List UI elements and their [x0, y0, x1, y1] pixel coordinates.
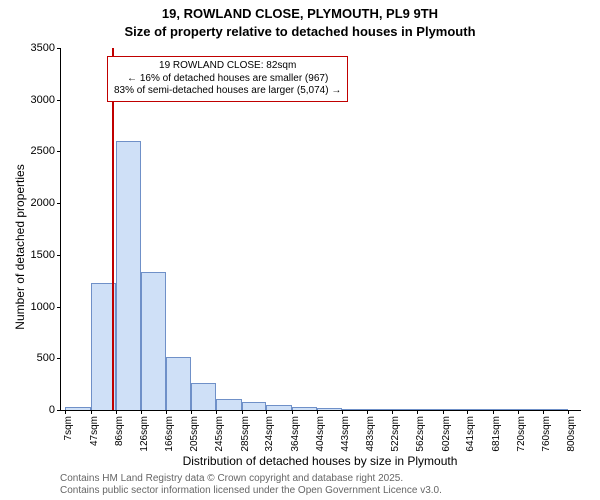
histogram-bar: [543, 409, 568, 410]
y-tick-mark: [57, 48, 61, 49]
x-tick-label: 443sqm: [340, 416, 351, 452]
y-tick-label: 1000: [15, 301, 55, 313]
y-axis-label: Number of detached properties: [13, 67, 27, 427]
x-tick-mark: [367, 410, 368, 414]
histogram-bar: [317, 408, 342, 410]
callout-line2: ← 16% of detached houses are smaller (96…: [114, 73, 341, 86]
property-callout: 19 ROWLAND CLOSE: 82sqm← 16% of detached…: [107, 56, 348, 102]
histogram-bar: [116, 141, 141, 410]
histogram-bar: [367, 409, 392, 410]
x-tick-label: 522sqm: [390, 416, 401, 452]
y-tick-mark: [57, 203, 61, 204]
x-tick-label: 166sqm: [164, 416, 175, 452]
x-tick-mark: [216, 410, 217, 414]
histogram-bar: [216, 399, 241, 410]
x-axis-label: Distribution of detached houses by size …: [60, 454, 580, 468]
x-tick-mark: [191, 410, 192, 414]
histogram-bar: [443, 409, 468, 410]
x-tick-label: 364sqm: [290, 416, 301, 452]
x-tick-label: 602sqm: [441, 416, 452, 452]
x-tick-label: 7sqm: [63, 416, 74, 440]
histogram-bar: [65, 407, 90, 410]
histogram-bar: [191, 383, 216, 410]
x-tick-label: 126sqm: [139, 416, 150, 452]
callout-line1: 19 ROWLAND CLOSE: 82sqm: [114, 60, 341, 73]
footer-copyright: Contains HM Land Registry data © Crown c…: [60, 473, 403, 484]
x-tick-mark: [65, 410, 66, 414]
y-tick-mark: [57, 358, 61, 359]
y-tick-mark: [57, 255, 61, 256]
y-tick-label: 2500: [15, 145, 55, 157]
histogram-bar: [518, 409, 543, 410]
x-tick-label: 641sqm: [465, 416, 476, 452]
chart-title-line2: Size of property relative to detached ho…: [0, 24, 600, 39]
x-tick-mark: [342, 410, 343, 414]
x-tick-label: 324sqm: [264, 416, 275, 452]
x-tick-label: 47sqm: [89, 416, 100, 446]
x-tick-mark: [467, 410, 468, 414]
x-tick-mark: [493, 410, 494, 414]
x-tick-mark: [116, 410, 117, 414]
x-tick-label: 800sqm: [566, 416, 577, 452]
plot-area: 05001000150020002500300035007sqm47sqm86s…: [60, 48, 581, 411]
x-tick-label: 285sqm: [240, 416, 251, 452]
histogram-bar: [342, 409, 367, 410]
x-tick-mark: [443, 410, 444, 414]
x-tick-mark: [242, 410, 243, 414]
x-tick-label: 483sqm: [365, 416, 376, 452]
x-tick-mark: [568, 410, 569, 414]
x-tick-label: 404sqm: [315, 416, 326, 452]
y-tick-label: 3000: [15, 94, 55, 106]
x-tick-label: 205sqm: [189, 416, 200, 452]
y-tick-mark: [57, 410, 61, 411]
y-tick-label: 1500: [15, 249, 55, 261]
y-tick-label: 3500: [15, 42, 55, 54]
x-tick-label: 760sqm: [541, 416, 552, 452]
property-marker-line: [112, 48, 114, 410]
x-tick-mark: [266, 410, 267, 414]
x-tick-label: 562sqm: [415, 416, 426, 452]
histogram-bar: [166, 357, 191, 410]
x-tick-label: 86sqm: [114, 416, 125, 446]
x-tick-mark: [317, 410, 318, 414]
x-tick-mark: [292, 410, 293, 414]
chart-container: 19, ROWLAND CLOSE, PLYMOUTH, PL9 9TH Siz…: [0, 0, 600, 500]
x-tick-mark: [166, 410, 167, 414]
x-tick-label: 681sqm: [491, 416, 502, 452]
x-tick-mark: [91, 410, 92, 414]
y-tick-mark: [57, 100, 61, 101]
x-tick-mark: [141, 410, 142, 414]
x-tick-mark: [518, 410, 519, 414]
histogram-bar: [292, 407, 317, 410]
histogram-bar: [242, 402, 267, 410]
x-tick-mark: [417, 410, 418, 414]
histogram-bar: [417, 409, 442, 410]
y-tick-label: 2000: [15, 197, 55, 209]
histogram-bar: [266, 405, 291, 410]
y-tick-label: 500: [15, 352, 55, 364]
chart-title-line1: 19, ROWLAND CLOSE, PLYMOUTH, PL9 9TH: [0, 6, 600, 21]
x-tick-mark: [543, 410, 544, 414]
histogram-bar: [493, 409, 518, 410]
histogram-bar: [467, 409, 492, 410]
x-tick-label: 720sqm: [516, 416, 527, 452]
y-tick-mark: [57, 151, 61, 152]
y-tick-mark: [57, 307, 61, 308]
histogram-bar: [141, 272, 166, 410]
footer-licence: Contains public sector information licen…: [60, 485, 442, 496]
histogram-bar: [392, 409, 417, 410]
x-tick-label: 245sqm: [214, 416, 225, 452]
callout-line3: 83% of semi-detached houses are larger (…: [114, 85, 341, 98]
y-tick-label: 0: [15, 404, 55, 416]
x-tick-mark: [392, 410, 393, 414]
